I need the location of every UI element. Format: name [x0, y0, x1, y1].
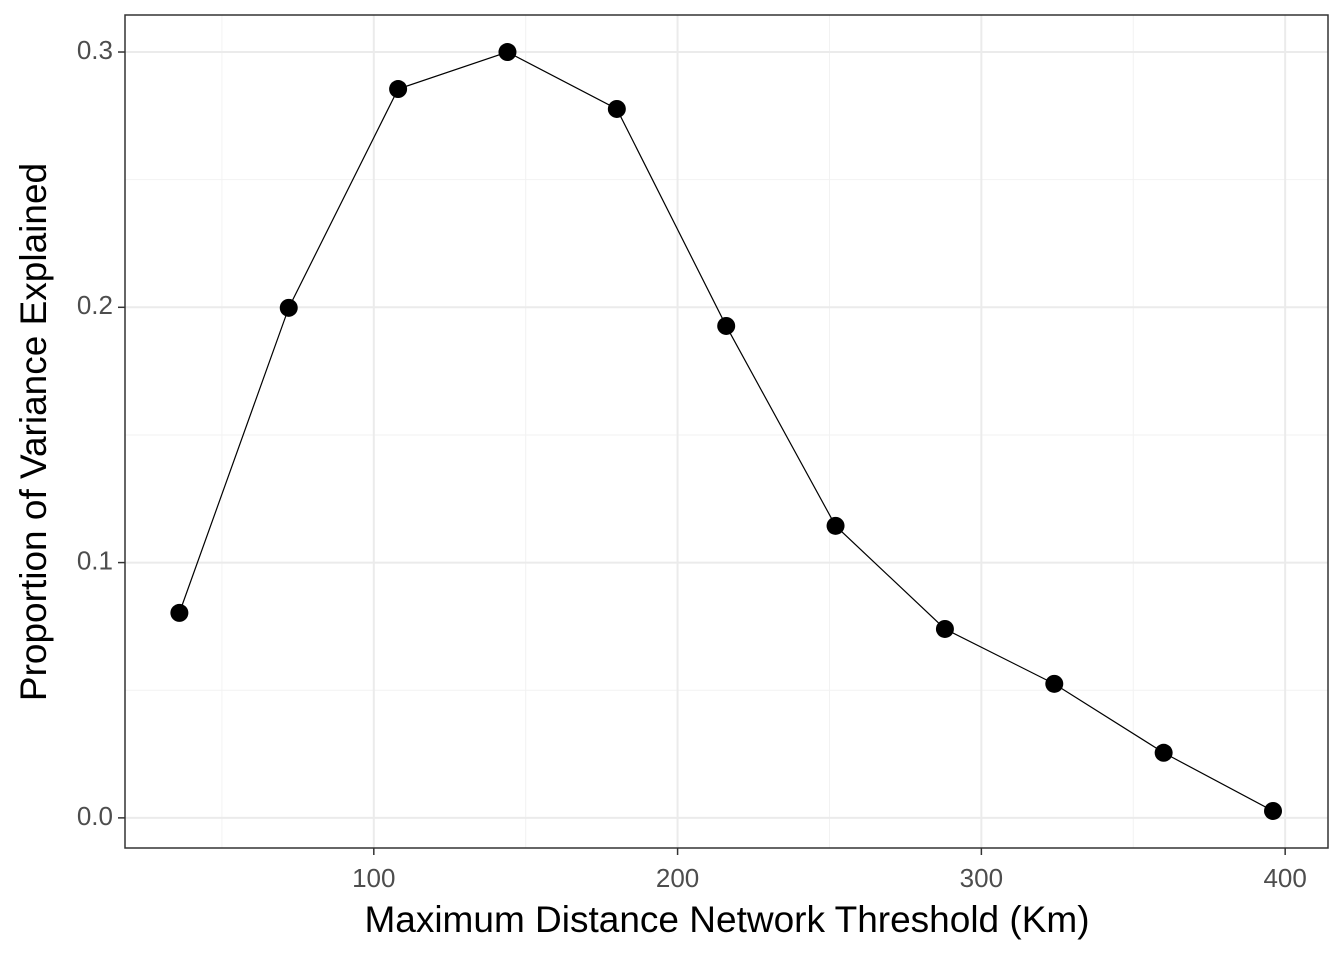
x-tick-label: 200	[656, 863, 699, 893]
point	[389, 80, 408, 99]
panel-border	[124, 14, 1329, 849]
point	[1154, 743, 1173, 762]
point	[717, 316, 736, 335]
point	[607, 99, 626, 118]
y-axis-title: Proportion of Variance Explained	[13, 163, 54, 701]
y-tick-label: 0.1	[77, 545, 113, 575]
point	[1045, 674, 1064, 693]
point	[1264, 801, 1283, 820]
point	[826, 516, 845, 535]
x-tick-label: 100	[352, 863, 395, 893]
y-tick-label: 0.2	[77, 290, 113, 320]
point	[935, 619, 954, 638]
y-tick-label: 0.0	[77, 801, 113, 831]
point	[498, 43, 517, 62]
x-tick-label: 400	[1263, 863, 1306, 893]
x-tick-label: 300	[960, 863, 1003, 893]
point	[279, 298, 298, 317]
y-tick-label: 0.3	[77, 35, 113, 65]
point	[170, 603, 189, 622]
x-axis-title: Maximum Distance Network Threshold (Km)	[364, 899, 1089, 940]
